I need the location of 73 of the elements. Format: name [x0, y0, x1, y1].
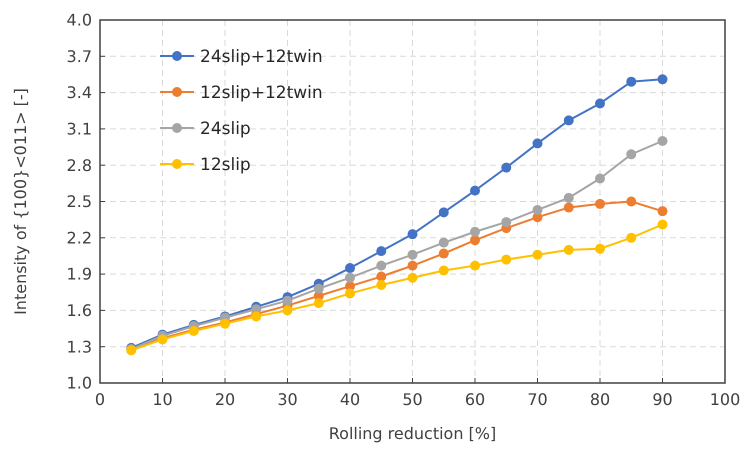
x-tick-label: 40: [340, 390, 360, 409]
point: [595, 198, 605, 209]
point: [532, 138, 542, 148]
x-axis-title: Rolling reduction [%]: [328, 424, 496, 443]
point: [626, 76, 636, 87]
point: [470, 235, 480, 246]
point: [564, 244, 574, 255]
point: [345, 272, 355, 283]
point: [532, 204, 542, 215]
x-tick-label: 90: [652, 390, 673, 409]
legend-label: 24slip: [200, 118, 251, 139]
x-tick-label: 30: [277, 390, 298, 409]
point: [314, 284, 324, 294]
x-tick-label: 70: [527, 390, 548, 409]
point: [658, 206, 668, 216]
x-tick-label: 50: [402, 390, 423, 409]
point: [376, 260, 386, 271]
point: [658, 136, 668, 146]
legend-label: 24slip+12twin: [200, 46, 323, 67]
y-tick-label: 3.4: [66, 83, 92, 102]
x-tick-label: 20: [214, 390, 236, 409]
point: [438, 265, 449, 276]
legend-label: 12slip+12twin: [200, 82, 323, 103]
point: [345, 263, 355, 274]
y-tick-label: 4.0: [66, 10, 92, 30]
point: [438, 238, 449, 248]
point: [282, 305, 292, 316]
y-axis-title: Intensity of {100}<011> [-]: [11, 88, 30, 315]
y-tick-label: 3.1: [66, 120, 92, 138]
point: [595, 174, 605, 184]
y-tick-label: 3.7: [66, 46, 92, 66]
point: [595, 98, 605, 108]
point: [626, 232, 636, 243]
x-tick-label: 0: [94, 390, 106, 409]
point: [314, 298, 324, 308]
point: [532, 250, 542, 260]
point: [501, 254, 512, 265]
point: [501, 217, 512, 228]
point: [595, 244, 605, 254]
point: [282, 296, 292, 306]
x-tick-label: 60: [464, 390, 486, 409]
point: [470, 186, 480, 196]
y-tick-label: 1.0: [66, 374, 92, 393]
x-tick-label: 10: [152, 390, 173, 409]
point: [376, 272, 386, 282]
y-tick-label: 2.5: [66, 192, 92, 212]
legend-label: 12slip: [200, 154, 251, 175]
point: [501, 162, 512, 173]
x-tick-label: 100: [710, 390, 740, 409]
point: [470, 260, 480, 271]
point: [658, 219, 668, 230]
y-tick-label: 2.8: [66, 156, 92, 175]
point: [345, 288, 355, 298]
point: [408, 250, 418, 260]
point: [376, 246, 386, 256]
point: [376, 280, 386, 290]
point: [438, 248, 449, 259]
point: [470, 226, 480, 237]
point: [408, 260, 418, 271]
y-tick-label: 1.9: [66, 264, 92, 284]
point: [564, 202, 574, 213]
x-tick-label: 80: [590, 390, 610, 409]
point: [626, 196, 636, 206]
point: [658, 74, 668, 84]
point: [438, 207, 449, 218]
point: [626, 149, 636, 160]
y-tick-label: 1.3: [66, 337, 92, 356]
y-tick-label: 1.6: [66, 301, 92, 320]
point: [408, 229, 418, 240]
point: [564, 192, 574, 203]
y-tick-label: 2.2: [66, 228, 92, 248]
point: [564, 115, 574, 126]
point: [408, 272, 418, 283]
